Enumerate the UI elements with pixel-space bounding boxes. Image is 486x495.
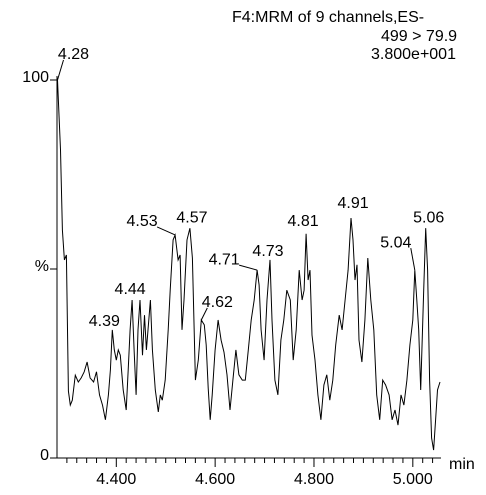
peak-label: 5.06 xyxy=(413,209,444,226)
leader-line xyxy=(239,264,258,271)
x-tick-label: 4.600 xyxy=(195,471,235,488)
peak-label: 4.81 xyxy=(288,213,319,230)
x-tick-label: 4.800 xyxy=(294,471,334,488)
peak-label: 4.39 xyxy=(89,313,120,330)
y-tick-label: 100 xyxy=(22,69,49,86)
peak-label: 4.73 xyxy=(252,243,283,260)
x-tick-label: 5.000 xyxy=(393,471,433,488)
y-tick-label: % xyxy=(35,258,49,275)
peak-label: 4.44 xyxy=(115,281,146,298)
leader-line xyxy=(410,248,416,271)
x-tick-label: 4.400 xyxy=(96,471,136,488)
peak-label: 4.57 xyxy=(176,209,207,226)
x-unit: min xyxy=(449,456,475,473)
peak-label: 4.62 xyxy=(202,294,233,311)
header-line: 3.800e+001 xyxy=(371,46,456,63)
peak-label: 4.91 xyxy=(337,195,368,212)
header-line: 499 > 79.9 xyxy=(381,28,457,45)
peak-label: 5.04 xyxy=(380,234,411,251)
trace xyxy=(57,79,441,451)
header-line: F4:MRM of 9 channels,ES- xyxy=(232,9,424,26)
leader-line xyxy=(200,307,208,321)
peak-label: 4.71 xyxy=(209,251,240,268)
peak-label: 4.28 xyxy=(58,46,89,63)
leader-line xyxy=(57,59,64,81)
y-tick-label: 0 xyxy=(40,447,49,464)
peak-label: 4.53 xyxy=(127,213,158,230)
leader-line xyxy=(156,226,176,236)
